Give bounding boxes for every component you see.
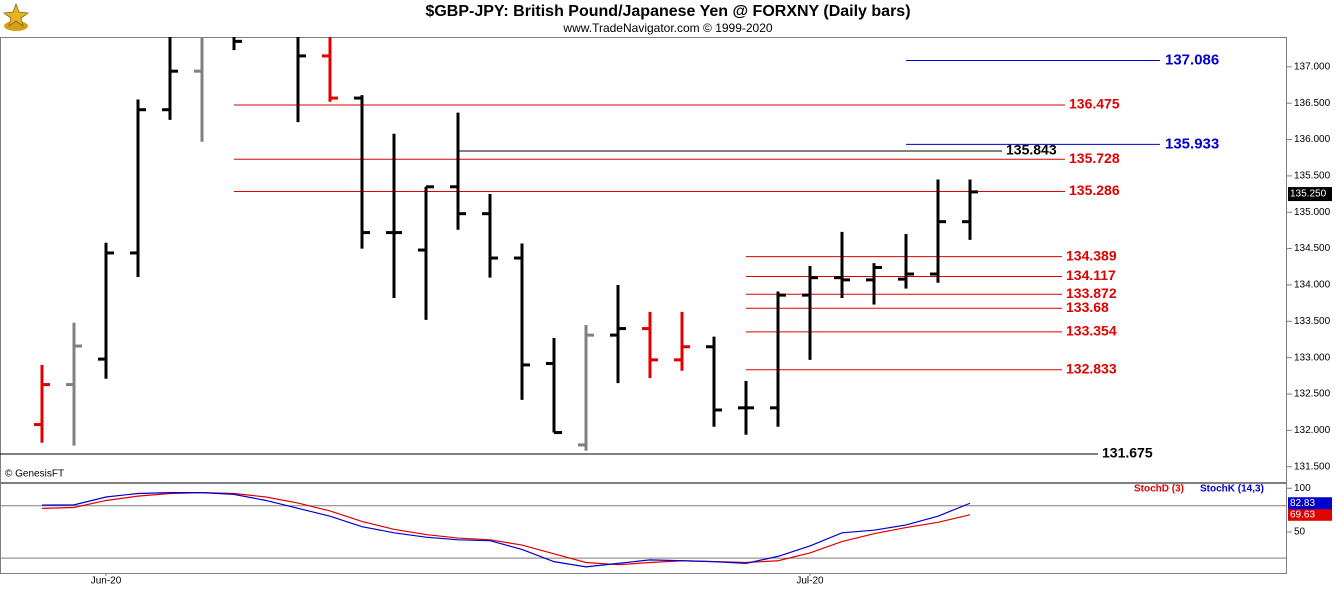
price-panel-frame <box>0 37 1287 483</box>
last-value-box <box>1288 508 1332 521</box>
level-label: 135.843 <box>1006 142 1057 158</box>
last-value-label: 69.63 <box>1290 509 1315 520</box>
level-label: 133.68 <box>1066 299 1109 315</box>
stoch-panel-frame <box>0 483 1287 574</box>
y-tick-label: 133.500 <box>1294 316 1331 327</box>
watermark: © GenesisFT <box>5 469 64 480</box>
y-tick-label: 133.000 <box>1294 352 1331 363</box>
level-label: 134.117 <box>1066 267 1116 283</box>
stoch-line <box>41 492 971 568</box>
logo <box>2 2 30 31</box>
chart-subtitle: www.TradeNavigator.com © 1999-2020 <box>562 21 772 35</box>
level-label: 132.833 <box>1066 361 1117 377</box>
x-tick-label: Jul-20 <box>796 576 824 587</box>
y-tick-label: 136.000 <box>1294 134 1331 145</box>
last-price-label: 135.250 <box>1290 189 1327 200</box>
last-value-label: 82.83 <box>1290 498 1315 509</box>
legend-entry: StochD (3) <box>1134 484 1184 495</box>
y-tick-label: 100 <box>1294 483 1311 494</box>
y-tick-label: 132.000 <box>1294 425 1331 436</box>
y-tick-label: 135.000 <box>1294 207 1331 218</box>
level-label: 135.933 <box>1165 135 1219 152</box>
last-value-box <box>1288 497 1332 510</box>
level-label: 133.872 <box>1066 285 1117 301</box>
y-tick-label: 131.500 <box>1294 461 1331 472</box>
last-price-box <box>1288 187 1332 202</box>
level-label: 135.728 <box>1069 150 1120 166</box>
legend-entry: StochK (14,3) <box>1200 484 1264 495</box>
y-tick-label: 132.500 <box>1294 389 1331 400</box>
level-label: 135.286 <box>1069 182 1120 198</box>
y-tick-label: 135.500 <box>1294 171 1331 182</box>
level-label: 133.354 <box>1066 323 1117 339</box>
level-label: 136.475 <box>1069 96 1120 112</box>
x-tick-label: Jun-20 <box>91 576 122 587</box>
overlay: 131.500 132.000 132.500 133.000 133.500 134.0… <box>91 52 1332 587</box>
level-label: 131.675 <box>1102 445 1153 461</box>
y-tick-label: 136.500 <box>1294 98 1331 109</box>
y-tick-label: 50 <box>1294 527 1306 538</box>
price-plot <box>0 37 1160 455</box>
stoch-plot <box>0 492 1287 568</box>
y-tick-label: 137.000 <box>1294 61 1331 72</box>
y-tick-label: 134.000 <box>1294 280 1331 291</box>
level-label: 137.086 <box>1165 52 1219 69</box>
chart-title: $GBP-JPY: British Pound/Japanese Yen @ F… <box>425 3 910 20</box>
y-tick-label: 134.500 <box>1294 243 1331 254</box>
level-label: 134.389 <box>1066 247 1117 263</box>
